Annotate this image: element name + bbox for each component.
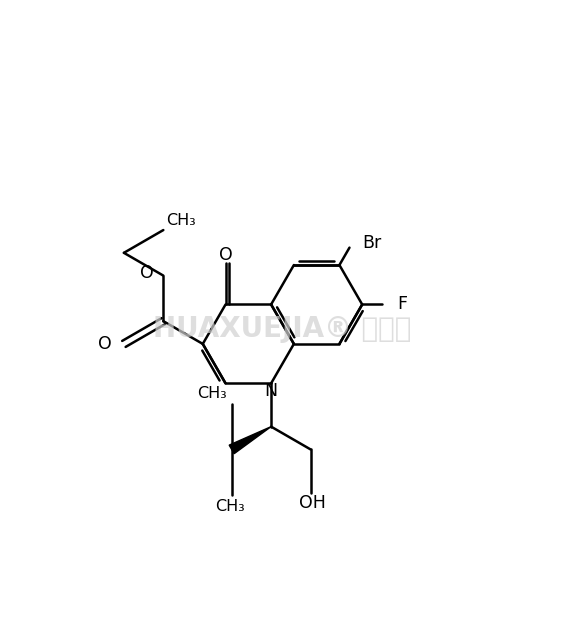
Text: CH₃: CH₃ xyxy=(166,213,196,227)
Text: CH₃: CH₃ xyxy=(215,499,244,514)
Text: OH: OH xyxy=(299,493,326,512)
Text: F: F xyxy=(397,295,407,314)
Text: O: O xyxy=(218,245,233,263)
Polygon shape xyxy=(229,427,271,454)
Text: O: O xyxy=(99,335,112,353)
Text: Br: Br xyxy=(362,235,381,252)
Text: O: O xyxy=(140,264,154,282)
Text: HUAXUEJIA® 化学加: HUAXUEJIA® 化学加 xyxy=(153,315,411,343)
Text: N: N xyxy=(265,382,278,400)
Text: CH₃: CH₃ xyxy=(197,387,227,401)
